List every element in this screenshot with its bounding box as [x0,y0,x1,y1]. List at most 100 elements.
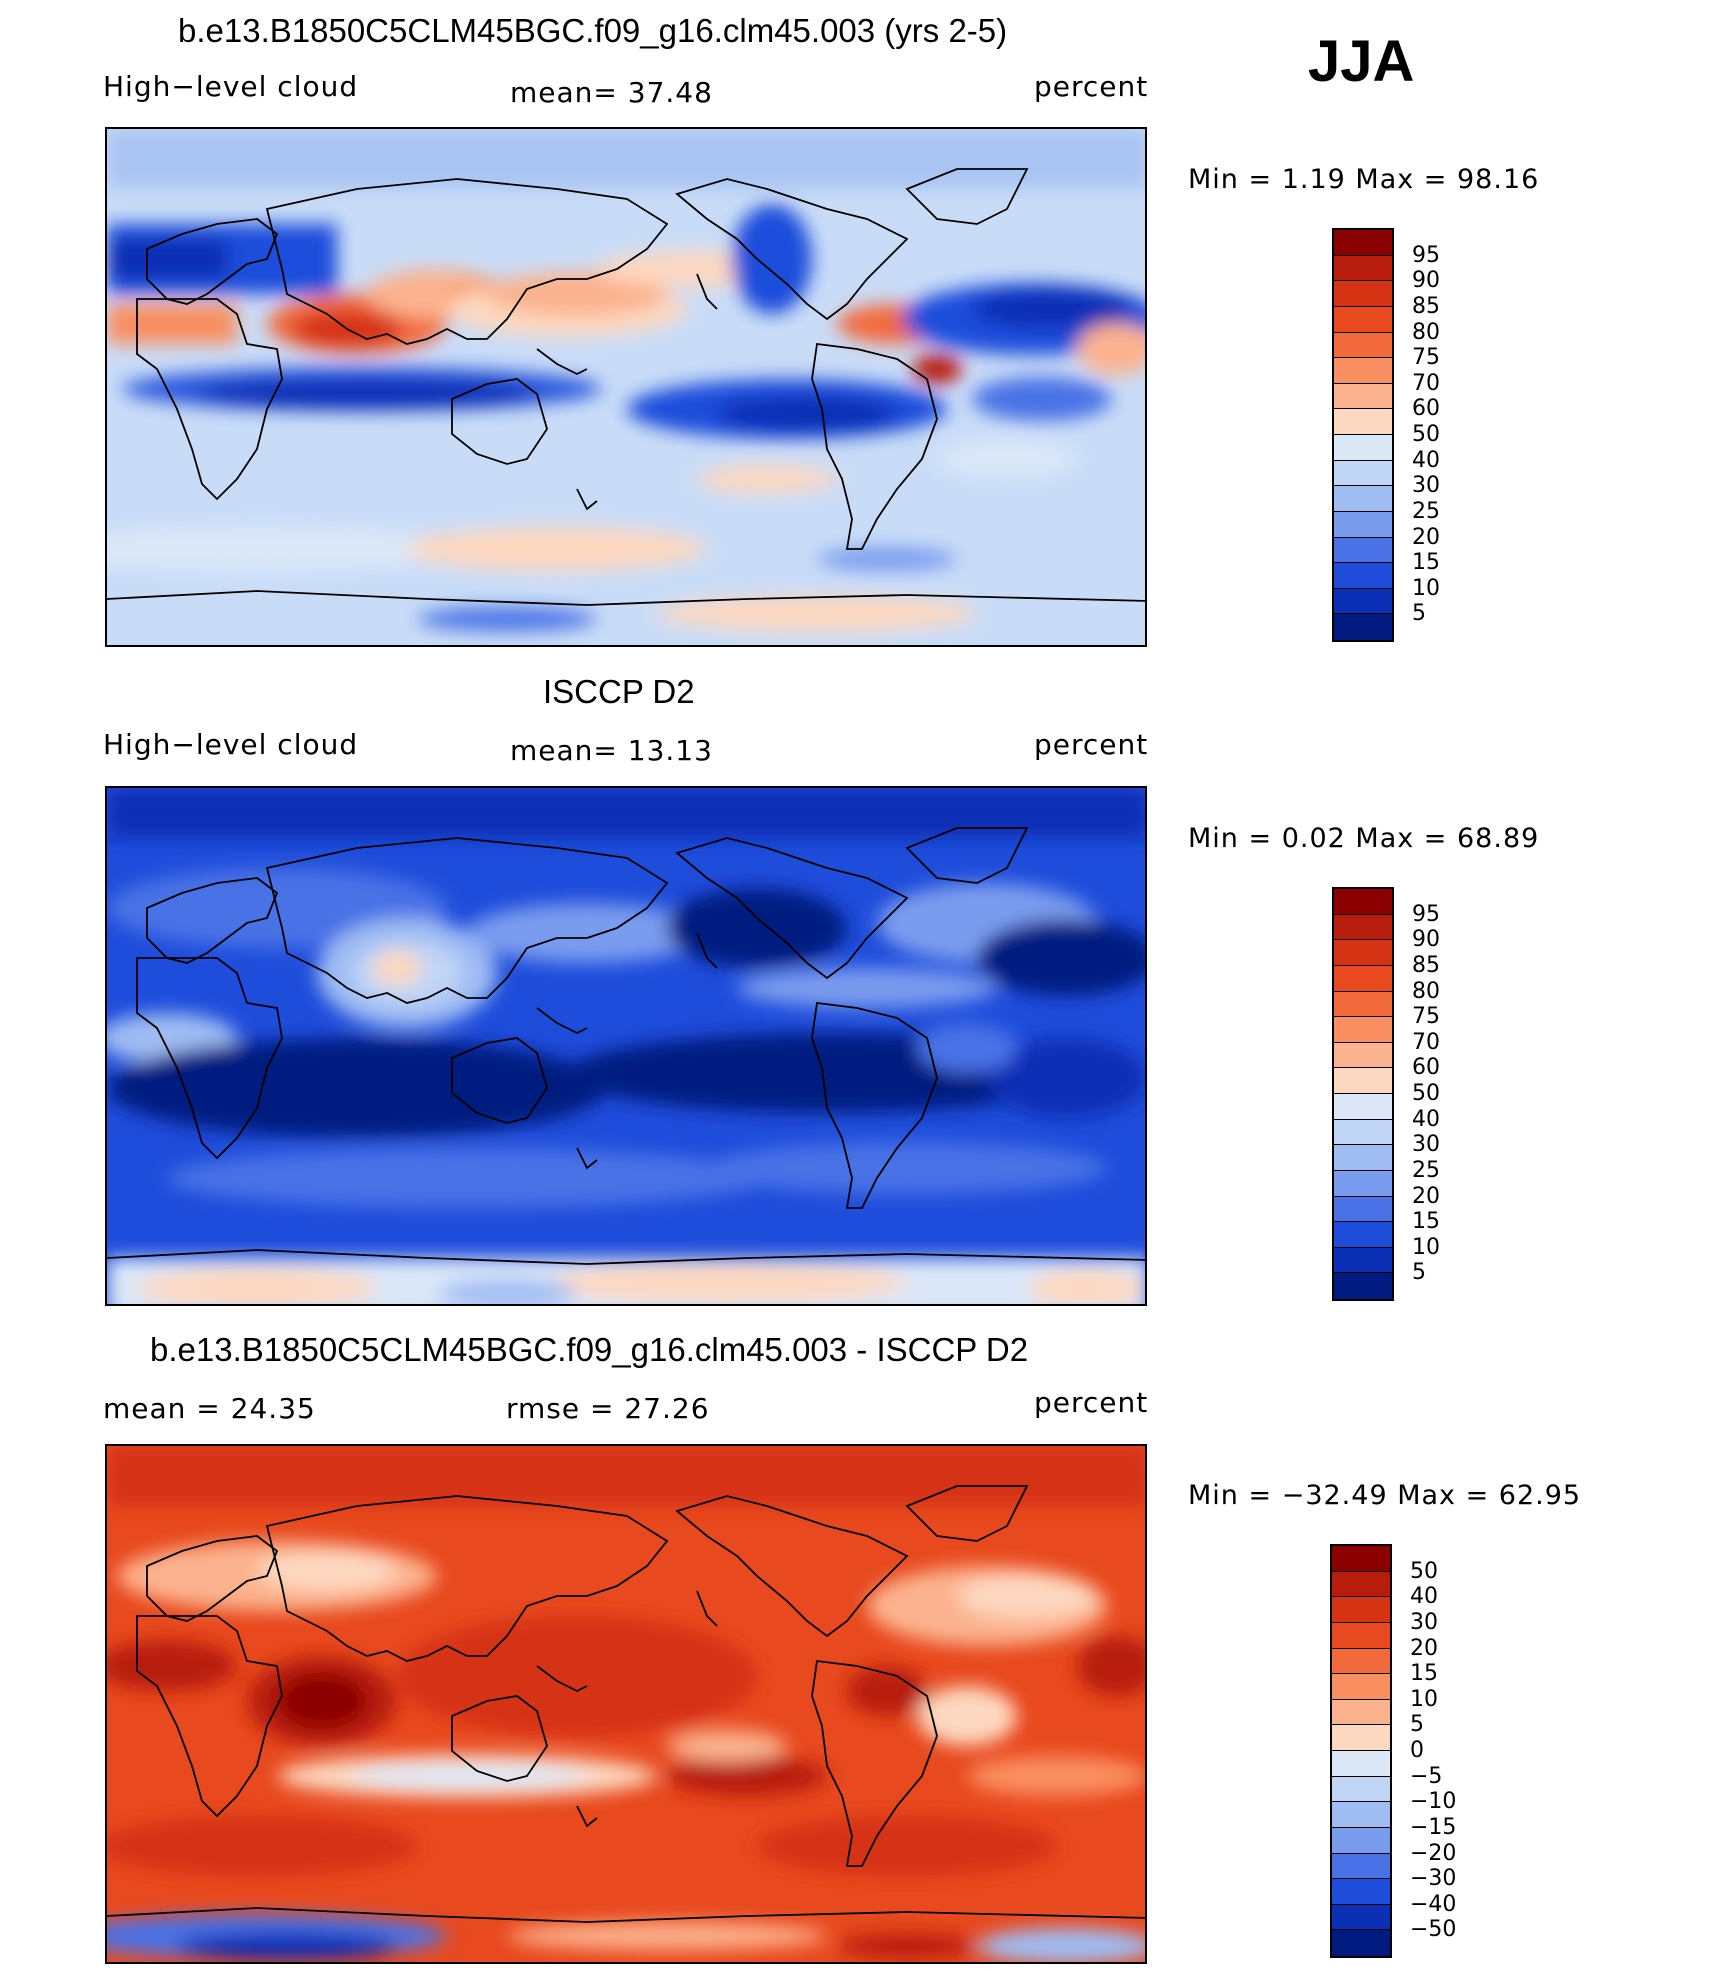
colorbar-segment [1332,1751,1390,1777]
colorbar-tick-label: 40 [1410,1584,1438,1610]
colorbar-segment [1332,1597,1390,1623]
colorbar-segment [1332,1802,1390,1828]
colorbar-tick-label: 50 [1412,422,1440,447]
panel-title: b.e13.B1850C5CLM45BGC.f09_g16.clm45.003 … [150,1331,1029,1368]
colorbar-segment [1334,511,1392,538]
colorbar-tick-label: −20 [1410,1840,1457,1866]
colorbar-tick-label: 20 [1410,1635,1438,1661]
colorbar-tick-label: 90 [1412,268,1440,294]
rmse-label: rmse = 27.26 [506,1392,710,1425]
colorbar-tick-label: 75 [1412,1004,1440,1030]
min-max-label: Min = 1.19 Max = 98.16 [1188,164,1540,195]
colorbar-segment [1334,940,1392,966]
colorbar-tick-label: 15 [1410,1661,1438,1687]
colorbar-tick-label: 60 [1412,396,1440,422]
units-label: percent [1034,728,1149,761]
colorbar-segment [1332,1827,1390,1854]
colorbar-segment [1334,1196,1392,1223]
colorbar-segment [1334,1094,1392,1120]
colorbar-tick-label: 60 [1412,1055,1440,1081]
variable-label: High−level cloud [103,728,359,761]
colorbar-tick-label: 20 [1412,1183,1440,1209]
colorbar-segment [1334,563,1392,589]
units-label: percent [1034,1386,1149,1419]
colorbar-tick-label: −40 [1410,1891,1457,1917]
colorbar-segment [1334,281,1392,307]
colorbar-segment [1332,1571,1390,1598]
colorbar-tick-label: −15 [1410,1814,1457,1840]
colorbar-segment [1334,889,1392,915]
colorbar-segment [1332,1674,1390,1700]
mean-label: mean= 37.48 [510,76,713,109]
colorbar-segment [1334,1119,1392,1146]
colorbar-segment [1332,1699,1390,1726]
colorbar-tick-label: 30 [1412,1132,1440,1158]
colorbar-tick-label: −50 [1410,1917,1457,1943]
colorbar-segment [1334,1247,1392,1274]
colorbar-tick-label: 70 [1412,370,1440,396]
colorbar-segment [1334,914,1392,941]
colorbar-segment [1334,435,1392,461]
colorbar-segment [1332,1879,1390,1905]
colorbar-tick-label: 70 [1412,1029,1440,1055]
colorbar-segment [1334,255,1392,282]
colorbar-tick-label: 50 [1412,1081,1440,1106]
colorbar-segment [1332,1904,1390,1931]
colorbar-segment [1334,486,1392,512]
colorbar-observation [1332,887,1394,1301]
colorbar-tick-label: 0 [1410,1738,1424,1763]
colorbar-tick-label: 5 [1410,1712,1424,1738]
colorbar-tick-label: 10 [1412,575,1440,601]
colorbar-segment [1334,358,1392,384]
colorbar-tick-label: 5 [1412,601,1426,627]
colorbar-segment [1334,991,1392,1018]
colorbar-tick-label: 25 [1412,498,1440,524]
colorbar-segment [1334,1042,1392,1069]
colorbar-segment [1332,1622,1390,1649]
colorbar-segment [1332,1648,1390,1675]
colorbar-tick-label: −30 [1410,1866,1457,1892]
colorbar-segment [1334,1068,1392,1094]
colorbar-tick-label: 10 [1410,1686,1438,1712]
colorbar-tick-label: 85 [1412,952,1440,978]
contour-map-difference [105,1444,1147,1964]
colorbar-segment [1332,1930,1390,1956]
colorbar-tick-label: 40 [1412,1106,1440,1132]
colorbar-segment [1334,332,1392,359]
colorbar-segment [1334,306,1392,333]
colorbar-segment [1334,460,1392,487]
colorbar-segment [1334,965,1392,992]
colorbar-tick-label: 15 [1412,1209,1440,1235]
colorbar-tick-label: 80 [1412,319,1440,345]
variable-label: High−level cloud [103,70,359,103]
colorbar-segment [1332,1546,1390,1572]
colorbar-segment [1332,1853,1390,1880]
colorbar-tick-label: 10 [1412,1234,1440,1260]
mean-label: mean= 13.13 [510,734,713,767]
colorbar-tick-label: 5 [1412,1260,1426,1286]
colorbar-segment [1334,1170,1392,1197]
colorbar-segment [1334,409,1392,435]
colorbar-tick-label: 15 [1412,550,1440,576]
contour-map-model [105,127,1147,647]
colorbar-segment [1334,1017,1392,1043]
mean-label: mean = 24.35 [103,1392,316,1425]
panel-title: ISCCP D2 [543,673,695,710]
panel-title: b.e13.B1850C5CLM45BGC.f09_g16.clm45.003 … [178,12,1008,49]
colorbar-tick-label: −5 [1410,1763,1443,1789]
colorbar-segment [1334,230,1392,256]
colorbar-tick-label: 50 [1410,1558,1438,1584]
contour-map-observation [105,786,1147,1306]
colorbar-tick-label: 95 [1412,901,1440,927]
colorbar-tick-label: 20 [1412,524,1440,550]
colorbar-segment [1334,537,1392,564]
colorbar-tick-label: 30 [1410,1609,1438,1635]
colorbar-tick-label: −10 [1410,1789,1457,1815]
colorbar-segment [1334,588,1392,615]
colorbar-tick-label: 95 [1412,242,1440,268]
min-max-label: Min = 0.02 Max = 68.89 [1188,823,1540,854]
colorbar-tick-label: 80 [1412,978,1440,1004]
colorbar-tick-label: 75 [1412,345,1440,371]
colorbar-tick-label: 85 [1412,293,1440,319]
colorbar-difference [1330,1544,1392,1958]
